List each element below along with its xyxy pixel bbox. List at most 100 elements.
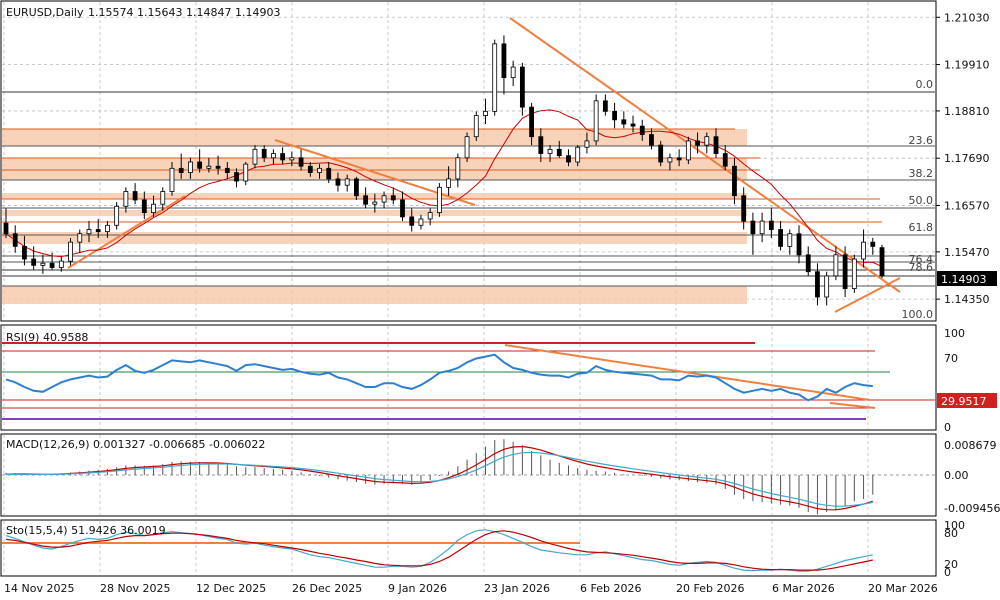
candle-body	[409, 216, 415, 226]
candle-body	[123, 191, 129, 207]
candle-body	[759, 220, 765, 235]
candlesticks	[3, 35, 885, 306]
candle-body	[870, 241, 876, 247]
time-axis-label: 14 Nov 2025	[4, 582, 74, 595]
fib-level-label: 0.0	[916, 78, 934, 91]
time-axis-label: 6 Feb 2026	[580, 582, 641, 595]
candle-body	[824, 275, 830, 298]
candle-body	[796, 233, 802, 256]
candle-body	[436, 186, 442, 214]
trend-line	[834, 277, 901, 313]
time-axis-label: 12 Dec 2025	[196, 582, 266, 595]
candle-body	[224, 167, 230, 173]
candle-body	[271, 153, 276, 159]
sto-tick-label: 20	[944, 558, 958, 571]
candle-body	[390, 195, 396, 201]
candle-body	[326, 167, 332, 180]
fib-level-label: 61.8	[909, 221, 934, 234]
candle-body	[317, 167, 322, 173]
candle-body	[3, 222, 9, 235]
fib-level-label: 76.4	[909, 253, 934, 266]
candle-body	[842, 254, 848, 289]
candle-body	[473, 115, 479, 138]
candle-body	[722, 153, 728, 167]
candle-body	[602, 100, 608, 112]
candle-body	[815, 271, 820, 298]
sto-tick-label: 80	[944, 527, 958, 540]
price-tick-label: 1.18810	[944, 105, 990, 118]
macd-panel: 0.008679 0.00 -0.009456	[2, 439, 1000, 515]
candle-body	[621, 119, 627, 125]
candle-body	[547, 148, 553, 154]
fib-zone	[2, 210, 747, 216]
candle-body	[778, 229, 783, 247]
candle-body	[713, 136, 719, 154]
main-panel-frame	[0, 0, 937, 322]
candle-body	[695, 140, 700, 146]
fib-zone	[2, 232, 747, 244]
candle-body	[851, 258, 857, 289]
price-tick-label: 1.17690	[944, 152, 990, 165]
candle-body	[879, 247, 885, 277]
rsi-line	[5, 353, 873, 402]
fib-zone	[2, 286, 747, 304]
candle-body	[197, 161, 203, 169]
price-tick-label: 1.16570	[944, 199, 990, 212]
candle-body	[455, 157, 461, 180]
fibonacci-level-labels: 0.0 23.6 38.2 50.0 61.8 76.478.6 100.0	[902, 78, 934, 321]
candle-body	[49, 262, 55, 268]
candle-body	[298, 157, 304, 167]
macd-tick-label: 0.00	[944, 469, 969, 482]
candle-body	[289, 157, 295, 161]
candle-body	[169, 167, 175, 192]
time-axis-label: 26 Dec 2025	[292, 582, 362, 595]
candle-body	[105, 224, 110, 233]
price-axis: 1.21030 1.19910 1.18810 1.17690 1.16570 1.154…	[936, 11, 990, 306]
candle-body	[252, 148, 258, 165]
time-axis: 14 Nov 2025 28 Nov 2025 12 Dec 2025 26 Dec …	[4, 582, 938, 595]
candle-body	[510, 66, 516, 79]
fib-level-label: 38.2	[909, 167, 934, 180]
candle-body	[649, 134, 654, 146]
time-axis-label: 20 Mar 2026	[868, 582, 938, 595]
price-tick-label: 1.21030	[944, 11, 990, 24]
price-tick-label: 1.15470	[944, 246, 990, 259]
candle-body	[22, 245, 27, 260]
macd-panel-frame	[0, 433, 937, 517]
rsi-title: RSI(9) 40.9588	[6, 331, 88, 344]
candle-body	[261, 148, 267, 159]
rsi-tick-label: 100	[944, 327, 965, 340]
candle-body	[556, 148, 562, 157]
fib-zone	[2, 129, 747, 146]
fib-zone	[2, 158, 747, 180]
candle-body	[400, 199, 405, 218]
candle-body	[667, 157, 673, 163]
candle-body	[630, 123, 636, 127]
candle-body	[363, 195, 369, 205]
sto-tick-label: 100	[944, 519, 965, 532]
candle-body	[206, 165, 212, 169]
sto-signal-line	[5, 530, 873, 571]
trend-line	[509, 17, 901, 293]
candle-body	[741, 195, 747, 222]
candle-body	[58, 260, 64, 268]
candle-body	[612, 110, 617, 121]
candle-body	[685, 140, 691, 161]
candle-body	[132, 191, 138, 201]
candle-body	[68, 241, 73, 262]
price-tick-label: 1.14350	[944, 293, 990, 306]
candle-body	[12, 233, 18, 247]
candle-body	[344, 178, 350, 186]
candle-body	[77, 233, 83, 243]
candle-body	[566, 155, 571, 163]
candle-body	[95, 229, 101, 233]
rsi-panel-frame	[0, 324, 937, 431]
candle-body	[833, 254, 839, 277]
rsi-trend-line	[504, 344, 871, 401]
fib-level-label: 50.0	[909, 194, 934, 207]
candle-body	[40, 262, 46, 266]
ma-line	[5, 109, 883, 268]
rsi-panel: 10070300	[2, 327, 965, 434]
candle-body	[805, 254, 811, 273]
